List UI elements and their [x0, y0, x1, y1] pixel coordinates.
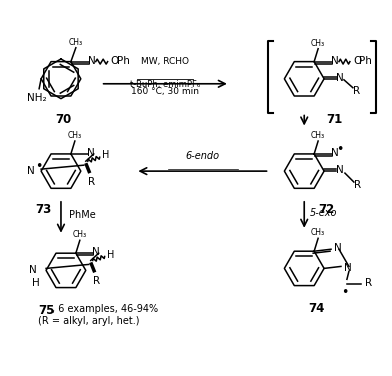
- Text: 73: 73: [35, 203, 51, 216]
- Text: 6-endo: 6-endo: [185, 151, 219, 161]
- Text: 5-exo: 5-exo: [310, 208, 338, 218]
- Text: NH₂: NH₂: [27, 93, 47, 103]
- Text: 75: 75: [38, 304, 54, 317]
- Text: N: N: [336, 165, 344, 175]
- Text: N: N: [344, 264, 352, 273]
- Text: N: N: [87, 148, 94, 158]
- Text: (R = alkyl, aryl, het.): (R = alkyl, aryl, het.): [38, 316, 140, 326]
- Text: N: N: [29, 265, 37, 275]
- Text: N: N: [88, 56, 96, 66]
- Text: 71: 71: [326, 112, 342, 126]
- Text: 74: 74: [308, 302, 324, 315]
- Text: R: R: [365, 278, 372, 288]
- Text: CH₃: CH₃: [311, 39, 325, 48]
- Text: •: •: [336, 144, 344, 156]
- Text: •: •: [341, 286, 348, 299]
- Text: PhMe: PhMe: [69, 210, 96, 220]
- Text: O: O: [111, 56, 119, 66]
- Text: CH₃: CH₃: [69, 38, 83, 47]
- Text: N: N: [27, 166, 35, 176]
- Text: Ph: Ph: [359, 56, 372, 66]
- Text: t-BuPh, emimPF₆: t-BuPh, emimPF₆: [130, 80, 200, 89]
- Text: 160 °C, 30 min: 160 °C, 30 min: [131, 87, 199, 96]
- Text: •: •: [35, 160, 43, 173]
- Text: R: R: [353, 86, 360, 96]
- Text: R: R: [354, 180, 361, 190]
- Text: N: N: [331, 56, 339, 66]
- Text: N: N: [92, 247, 100, 257]
- Text: H: H: [107, 250, 114, 259]
- Text: MW, RCHO: MW, RCHO: [141, 57, 189, 66]
- Text: N: N: [331, 148, 339, 158]
- Text: CH₃: CH₃: [311, 228, 325, 237]
- Text: 72: 72: [318, 203, 334, 216]
- Text: O: O: [353, 56, 361, 66]
- Text: Ph: Ph: [116, 56, 129, 66]
- Text: 70: 70: [55, 112, 71, 126]
- Text: CH₃: CH₃: [73, 230, 87, 239]
- Text: N: N: [334, 243, 342, 253]
- Text: N: N: [336, 73, 344, 83]
- Text: CH₃: CH₃: [68, 131, 82, 140]
- Text: H: H: [32, 278, 40, 288]
- Text: R: R: [93, 276, 100, 287]
- Text: R: R: [88, 177, 95, 187]
- Text: CH₃: CH₃: [311, 131, 325, 140]
- Text: , 6 examples, 46-94%: , 6 examples, 46-94%: [52, 304, 158, 314]
- Text: H: H: [102, 150, 109, 160]
